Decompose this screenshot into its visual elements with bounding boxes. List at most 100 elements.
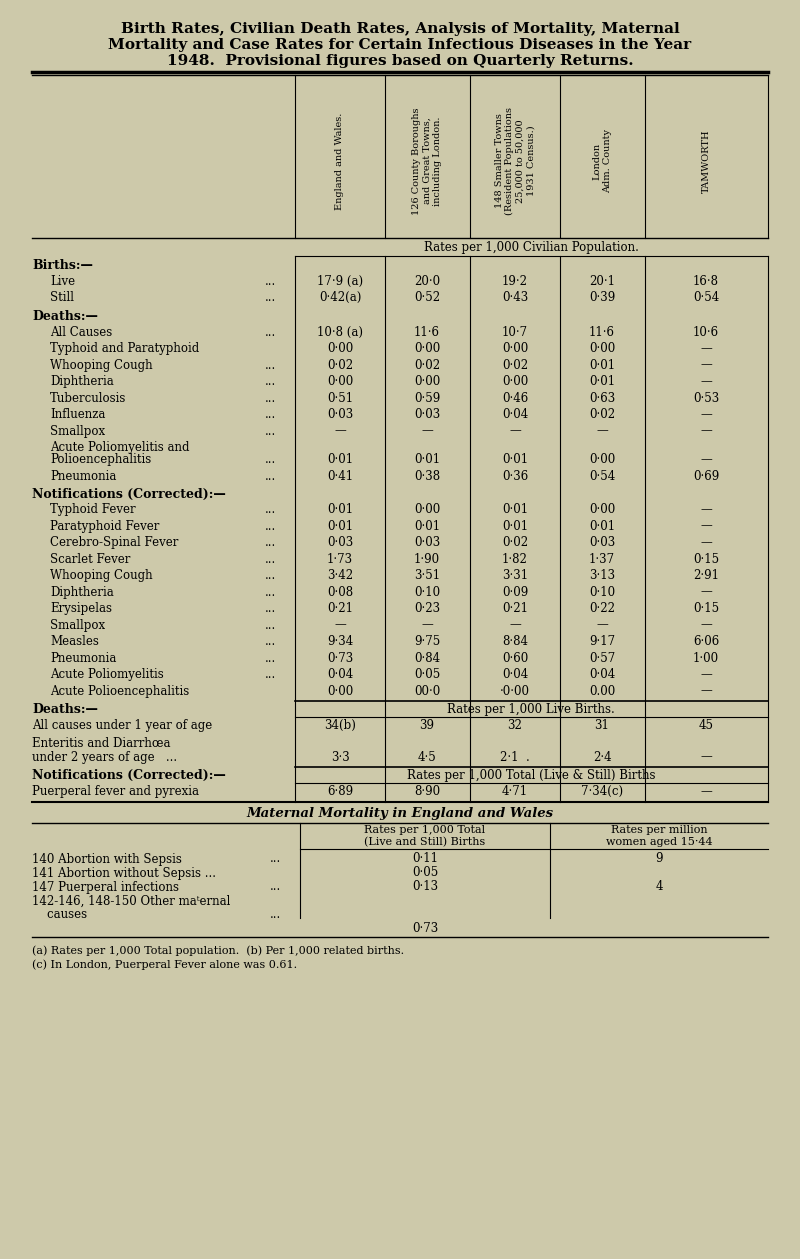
Text: 0·63: 0·63 — [589, 392, 615, 404]
Text: 0·00: 0·00 — [414, 342, 440, 355]
Text: 4·71: 4·71 — [502, 786, 528, 798]
Text: (a) Rates per 1,000 Total population.  (b) Per 1,000 related births.: (a) Rates per 1,000 Total population. (b… — [32, 946, 404, 956]
Text: 126 County Boroughs
and Great Towns,
including London.: 126 County Boroughs and Great Towns, inc… — [412, 107, 442, 215]
Text: Mortality and Case Rates for Certain Infectious Diseases in the Year: Mortality and Case Rates for Certain Inf… — [109, 38, 691, 52]
Text: 3·13: 3·13 — [589, 569, 615, 582]
Text: —: — — [700, 685, 712, 697]
Text: 31: 31 — [594, 719, 610, 731]
Text: Deaths:—: Deaths:— — [32, 310, 98, 324]
Text: 0·03: 0·03 — [327, 536, 353, 549]
Text: Cerebro-Spinal Fever: Cerebro-Spinal Fever — [50, 536, 178, 549]
Text: —: — — [509, 424, 521, 438]
Text: 0·11: 0·11 — [412, 852, 438, 865]
Text: Puerperal fever and pyrexia: Puerperal fever and pyrexia — [32, 786, 199, 798]
Text: Birth Rates, Civilian Death Rates, Analysis of Mortality, Maternal: Birth Rates, Civilian Death Rates, Analy… — [121, 21, 679, 37]
Text: ...: ... — [270, 880, 282, 894]
Text: Deaths:—: Deaths:— — [32, 703, 98, 715]
Text: 4·5: 4·5 — [418, 750, 436, 763]
Text: 0·02: 0·02 — [502, 359, 528, 371]
Text: ...: ... — [265, 274, 276, 287]
Text: 147 Puerperal infections: 147 Puerperal infections — [32, 880, 179, 894]
Text: Diphtheria: Diphtheria — [50, 585, 114, 598]
Text: Whooping Cough: Whooping Cough — [50, 359, 153, 371]
Text: ...: ... — [265, 602, 276, 616]
Text: Diphtheria: Diphtheria — [50, 375, 114, 388]
Text: —: — — [334, 424, 346, 438]
Text: Rates per 1,000 Civilian Population.: Rates per 1,000 Civilian Population. — [423, 240, 638, 254]
Text: 0·00: 0·00 — [502, 375, 528, 388]
Text: Rates per 1,000 Live Births.: Rates per 1,000 Live Births. — [447, 703, 615, 715]
Text: 45: 45 — [698, 719, 714, 731]
Text: 0·84: 0·84 — [414, 652, 440, 665]
Text: 0·05: 0·05 — [412, 866, 438, 880]
Text: 0·01: 0·01 — [502, 453, 528, 466]
Text: 0·36: 0·36 — [502, 470, 528, 482]
Text: 0·00: 0·00 — [327, 685, 353, 697]
Text: 0·10: 0·10 — [414, 585, 440, 598]
Text: 0·04: 0·04 — [589, 669, 615, 681]
Text: under 2 years of age   ...: under 2 years of age ... — [32, 750, 177, 763]
Text: Pneumonia: Pneumonia — [50, 470, 116, 482]
Text: ...: ... — [270, 909, 282, 922]
Text: —: — — [700, 618, 712, 632]
Text: 0·01: 0·01 — [414, 520, 440, 533]
Text: 0·73: 0·73 — [327, 652, 353, 665]
Text: Acute Poliomyelitis: Acute Poliomyelitis — [50, 669, 164, 681]
Text: All Causes: All Causes — [50, 326, 112, 339]
Text: 2·4: 2·4 — [593, 750, 611, 763]
Text: Rates per million
women aged 15·44: Rates per million women aged 15·44 — [606, 825, 712, 846]
Text: 0·60: 0·60 — [502, 652, 528, 665]
Text: ...: ... — [265, 553, 276, 565]
Text: 0·46: 0·46 — [502, 392, 528, 404]
Text: 10·7: 10·7 — [502, 326, 528, 339]
Text: 6·89: 6·89 — [327, 786, 353, 798]
Text: 11·6: 11·6 — [414, 326, 440, 339]
Text: 0·51: 0·51 — [327, 392, 353, 404]
Text: Acute Poliomyelitis and: Acute Poliomyelitis and — [50, 441, 190, 453]
Text: 0·01: 0·01 — [502, 520, 528, 533]
Text: ...: ... — [265, 669, 276, 681]
Text: —: — — [700, 342, 712, 355]
Text: 0·69: 0·69 — [693, 470, 719, 482]
Text: ...: ... — [270, 852, 282, 865]
Text: ...: ... — [265, 585, 276, 598]
Text: 0·09: 0·09 — [502, 585, 528, 598]
Text: 0·00: 0·00 — [327, 342, 353, 355]
Text: 141 Abortion without Sepsis ...: 141 Abortion without Sepsis ... — [32, 866, 216, 880]
Text: 3·51: 3·51 — [414, 569, 440, 582]
Text: Influenza: Influenza — [50, 408, 106, 421]
Text: —: — — [596, 618, 608, 632]
Text: 0.00: 0.00 — [589, 685, 615, 697]
Text: 1948.  Provisional figures based on Quarterly Returns.: 1948. Provisional figures based on Quart… — [166, 54, 634, 68]
Text: ...: ... — [265, 326, 276, 339]
Text: 0·03: 0·03 — [327, 408, 353, 421]
Text: Polioencephalitis: Polioencephalitis — [50, 453, 151, 466]
Text: 0·02: 0·02 — [502, 536, 528, 549]
Text: —: — — [700, 786, 712, 798]
Text: 0·43: 0·43 — [502, 291, 528, 305]
Text: ...: ... — [265, 359, 276, 371]
Text: ...: ... — [265, 635, 276, 648]
Text: Smallpox: Smallpox — [50, 618, 105, 632]
Text: Erysipelas: Erysipelas — [50, 602, 112, 616]
Text: 0·13: 0·13 — [412, 880, 438, 894]
Text: ·0·00: ·0·00 — [500, 685, 530, 697]
Text: Pneumonia: Pneumonia — [50, 652, 116, 665]
Text: 10·6: 10·6 — [693, 326, 719, 339]
Text: 3·42: 3·42 — [327, 569, 353, 582]
Text: Notifications (Corrected):—: Notifications (Corrected):— — [32, 768, 226, 782]
Text: 34(b): 34(b) — [324, 719, 356, 731]
Text: 0·02: 0·02 — [327, 359, 353, 371]
Text: ...: ... — [265, 424, 276, 438]
Text: —: — — [509, 618, 521, 632]
Text: 1·37: 1·37 — [589, 553, 615, 565]
Text: London
Adm. County: London Adm. County — [592, 128, 612, 193]
Text: 0·03: 0·03 — [589, 536, 615, 549]
Text: —: — — [700, 453, 712, 466]
Text: 0·00: 0·00 — [327, 375, 353, 388]
Text: (c) In London, Puerperal Fever alone was 0.61.: (c) In London, Puerperal Fever alone was… — [32, 959, 297, 969]
Text: 0·01: 0·01 — [327, 504, 353, 516]
Text: 0·08: 0·08 — [327, 585, 353, 598]
Text: —: — — [421, 618, 433, 632]
Text: 1·73: 1·73 — [327, 553, 353, 565]
